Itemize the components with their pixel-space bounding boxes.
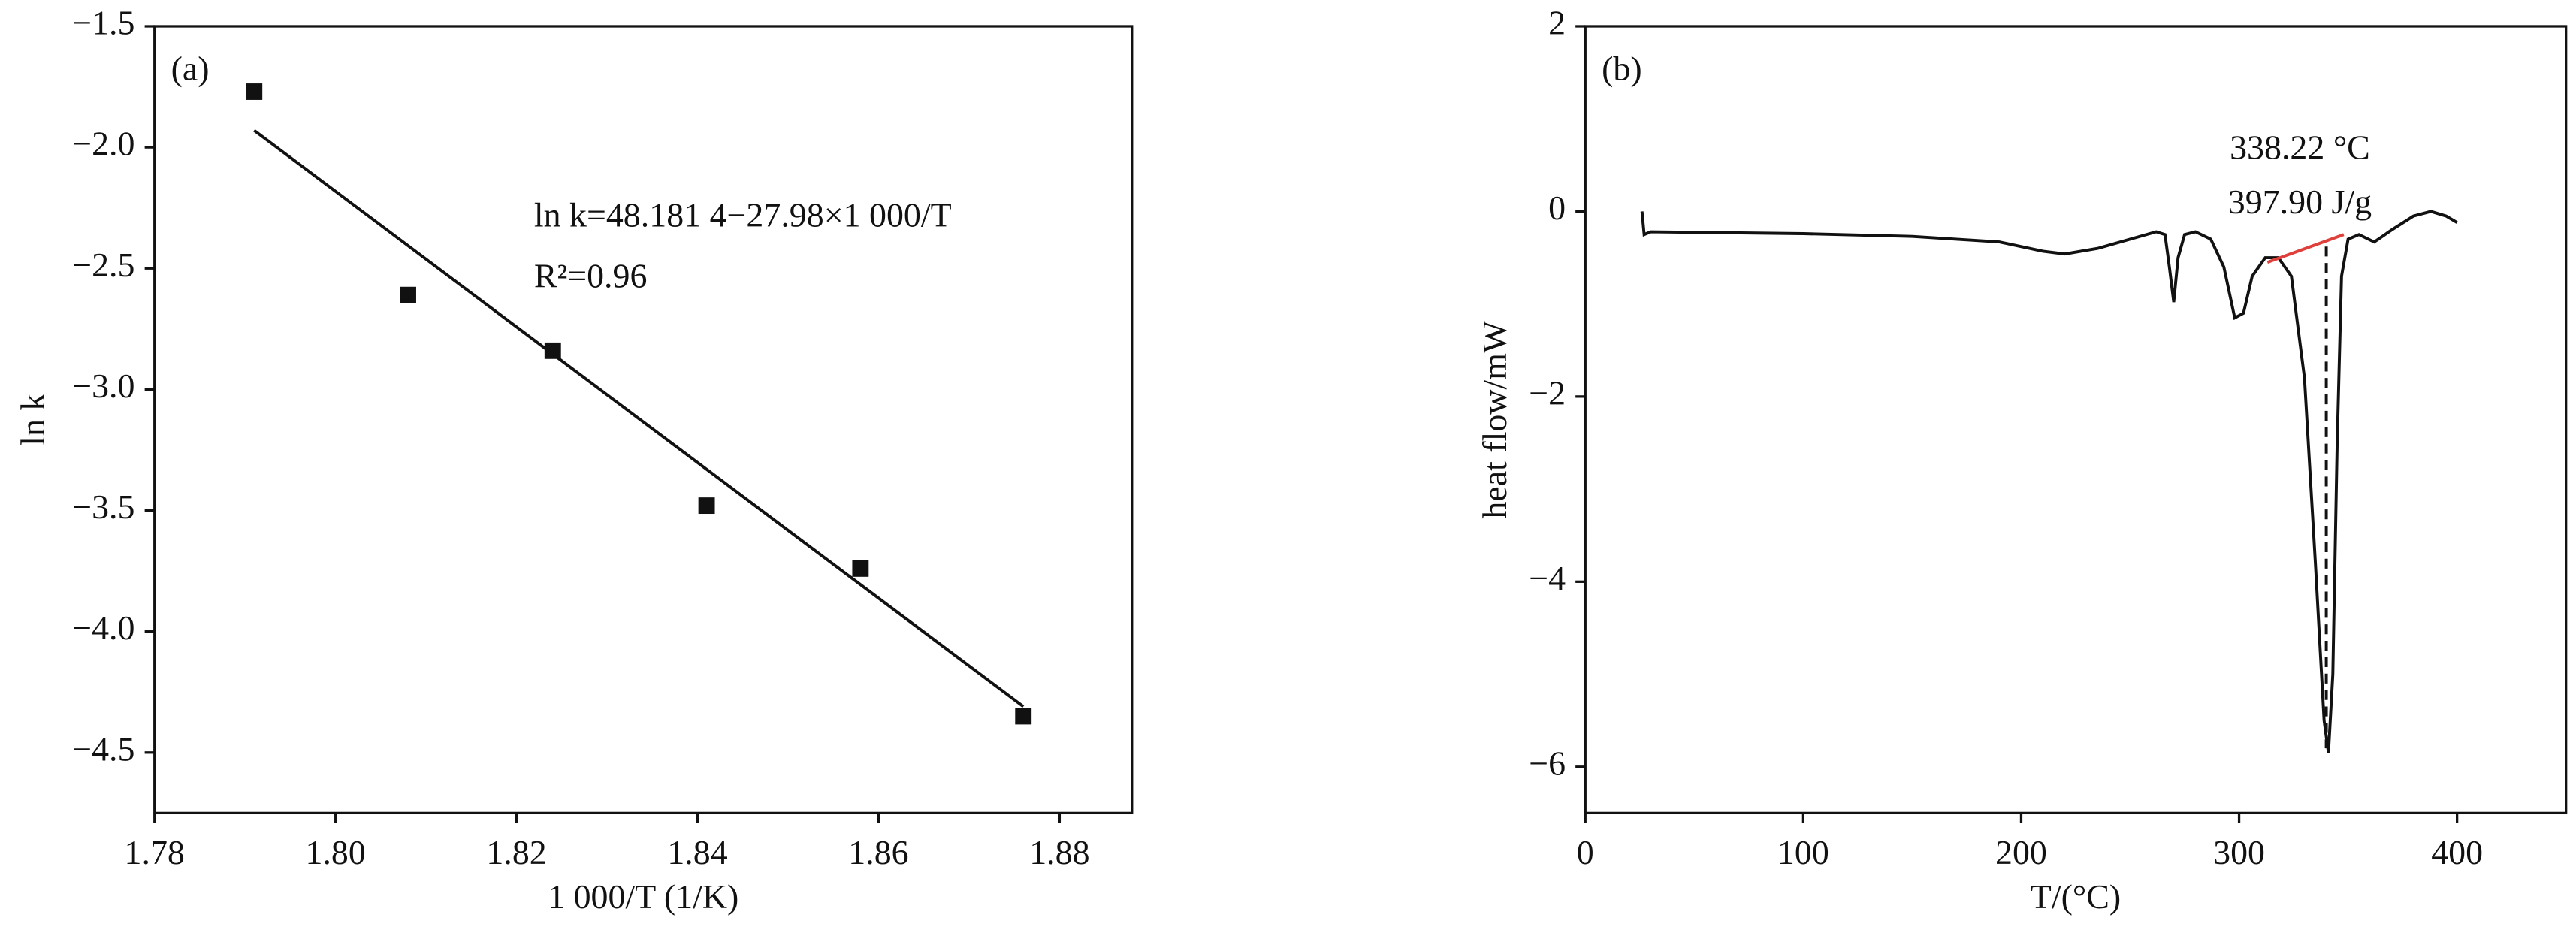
data-point: [1015, 708, 1032, 725]
panel-label: (b): [1602, 50, 1642, 88]
y-tick-label: −2.5: [72, 246, 134, 284]
data-point: [544, 342, 561, 359]
fit-line: [253, 128, 1025, 708]
x-tick-label: 1.82: [486, 833, 546, 871]
y-tick-label: −4: [1529, 559, 1566, 597]
annotation: R²=0.96: [534, 256, 648, 294]
x-tick-label: 1.86: [848, 833, 908, 871]
x-tick-label: 1.84: [667, 833, 727, 871]
plot-frame: [153, 25, 1134, 815]
data-point: [698, 497, 715, 515]
x-tick-label: 300: [2213, 833, 2265, 871]
peak-baseline: [2266, 233, 2345, 264]
x-tick-label: 0: [1577, 833, 1594, 871]
data-point: [400, 286, 416, 303]
heat-flow-curve: [1640, 210, 2458, 753]
annotation: 338.22 °C: [2230, 128, 2370, 167]
data-point: [246, 83, 263, 100]
x-tick-label: 1.80: [305, 833, 365, 871]
x-tick-label: 200: [1995, 833, 2047, 871]
plot-frame: [1584, 25, 2568, 815]
y-axis-label: ln k: [14, 394, 52, 446]
y-tick-label: −3.0: [72, 367, 134, 405]
y-tick-label: −6: [1529, 744, 1566, 782]
x-tick-label: 400: [2431, 833, 2483, 871]
annotation: 397.90 J/g: [2228, 183, 2372, 221]
x-tick-label: 1.78: [125, 833, 185, 871]
y-tick-label: −2.0: [72, 125, 134, 163]
y-axis-label: heat flow/mW: [1475, 320, 1514, 519]
annotation: ln k=48.181 4−27.98×1 000/T: [534, 195, 952, 234]
x-tick-label: 100: [1777, 833, 1829, 871]
data-point: [852, 560, 869, 577]
x-axis-label: T/(°C): [2031, 877, 2121, 916]
x-tick-label: 1.88: [1029, 833, 1089, 871]
x-axis-label: 1 000/T (1/K): [548, 877, 738, 916]
y-tick-label: −4.5: [72, 729, 134, 768]
y-tick-label: 2: [1548, 4, 1566, 42]
y-tick-label: −2: [1529, 373, 1566, 412]
y-tick-label: −4.0: [72, 608, 134, 647]
panel-label: (a): [171, 50, 210, 88]
y-tick-label: −1.5: [72, 4, 134, 42]
y-tick-label: 0: [1548, 189, 1566, 227]
y-tick-label: −3.5: [72, 488, 134, 526]
